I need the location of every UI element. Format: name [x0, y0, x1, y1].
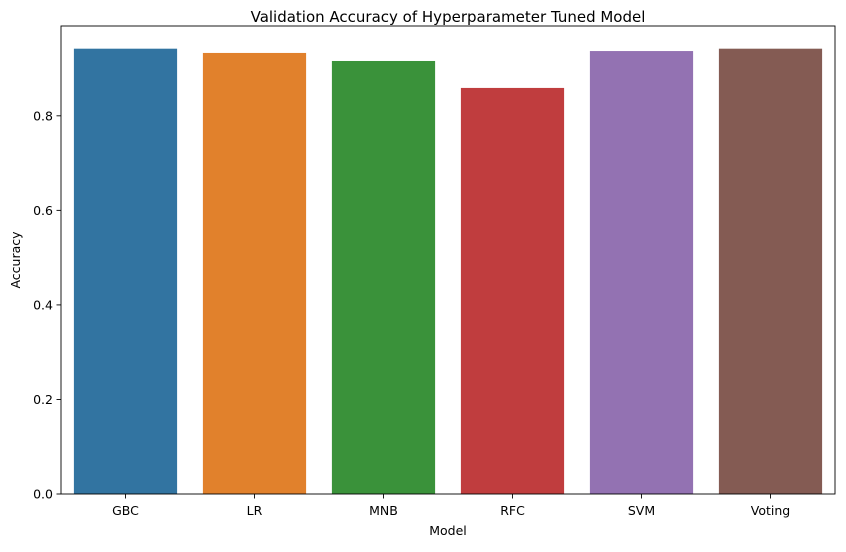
- chart-title: Validation Accuracy of Hyperparameter Tu…: [251, 8, 646, 26]
- x-tick-label: Voting: [751, 503, 790, 518]
- x-tick-label: MNB: [369, 503, 398, 518]
- y-tick-label: 0.4: [33, 297, 53, 312]
- x-tick-label: RFC: [500, 503, 525, 518]
- bar-mnb: [331, 60, 436, 494]
- bar-svm: [589, 51, 694, 495]
- x-axis: GBC LR MNB RFC SVM Voting: [112, 494, 790, 518]
- y-tick-label: 0.0: [33, 487, 53, 502]
- bar-voting: [718, 48, 823, 494]
- y-tick-label: 0.8: [33, 108, 53, 123]
- plot-frame: [60, 25, 836, 495]
- x-tick-label: GBC: [112, 503, 139, 518]
- x-tick-label: LR: [247, 503, 263, 518]
- bar-rfc: [460, 87, 565, 495]
- bar-lr: [202, 52, 307, 494]
- y-tick-label: 0.6: [33, 203, 53, 218]
- x-tick-label: SVM: [628, 503, 655, 518]
- y-axis: 0.0 0.2 0.4 0.6 0.8: [33, 108, 61, 502]
- bars-layer: [73, 48, 823, 495]
- bar-gbc: [73, 48, 178, 494]
- x-axis-label: Model: [429, 523, 467, 538]
- y-axis-label: Accuracy: [8, 231, 23, 289]
- y-tick-label: 0.2: [33, 392, 53, 407]
